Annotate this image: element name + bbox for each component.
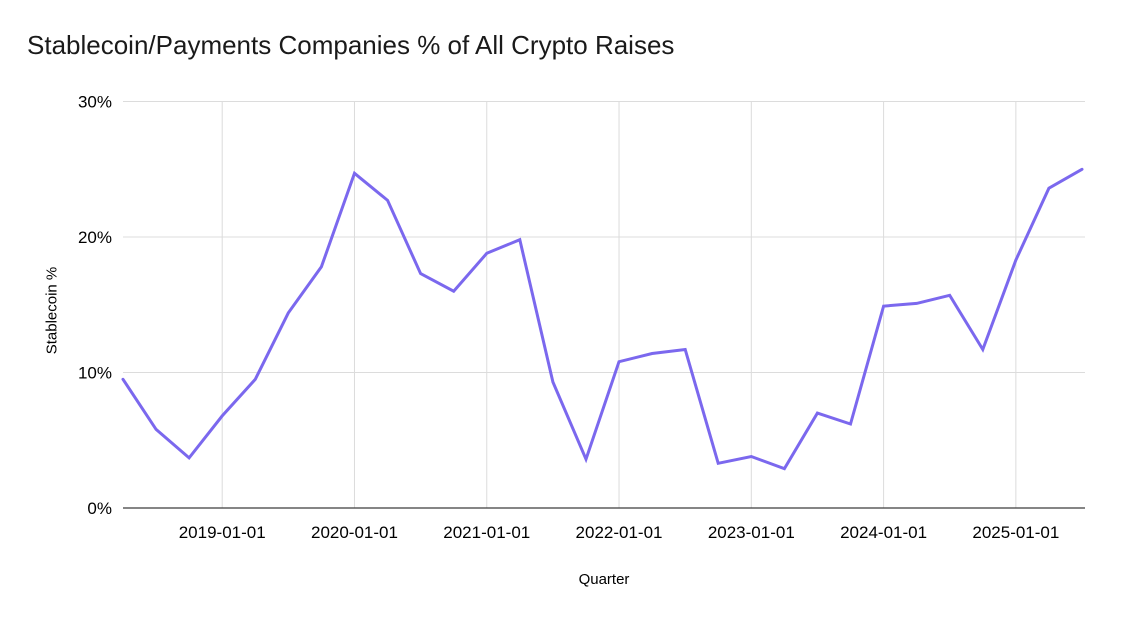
y-tick-label: 20% xyxy=(78,228,112,247)
x-tick-label: 2025-01-01 xyxy=(972,523,1059,542)
data-line xyxy=(121,167,1084,471)
y-tick-label: 0% xyxy=(87,499,112,518)
x-tick-label: 2024-01-01 xyxy=(840,523,927,542)
x-tick-label: 2021-01-01 xyxy=(443,523,530,542)
x-tick-label: 2023-01-01 xyxy=(708,523,795,542)
chart-title: Stablecoin/Payments Companies % of All C… xyxy=(27,30,675,60)
x-tick-label: 2020-01-01 xyxy=(311,523,398,542)
x-tick-label: 2022-01-01 xyxy=(576,523,663,542)
axis-tick-labels: 0% 10% 20% 30% 2019-01-01 2020-01-01 2021-01-0… xyxy=(78,93,1059,543)
x-axis-title: Quarter xyxy=(578,571,630,588)
gridlines xyxy=(123,101,1085,508)
x-tick-label: 2019-01-01 xyxy=(179,523,266,542)
y-tick-label: 10% xyxy=(78,364,112,383)
y-axis-title: Stablecoin % xyxy=(43,266,61,355)
y-tick-label: 30% xyxy=(78,93,112,112)
